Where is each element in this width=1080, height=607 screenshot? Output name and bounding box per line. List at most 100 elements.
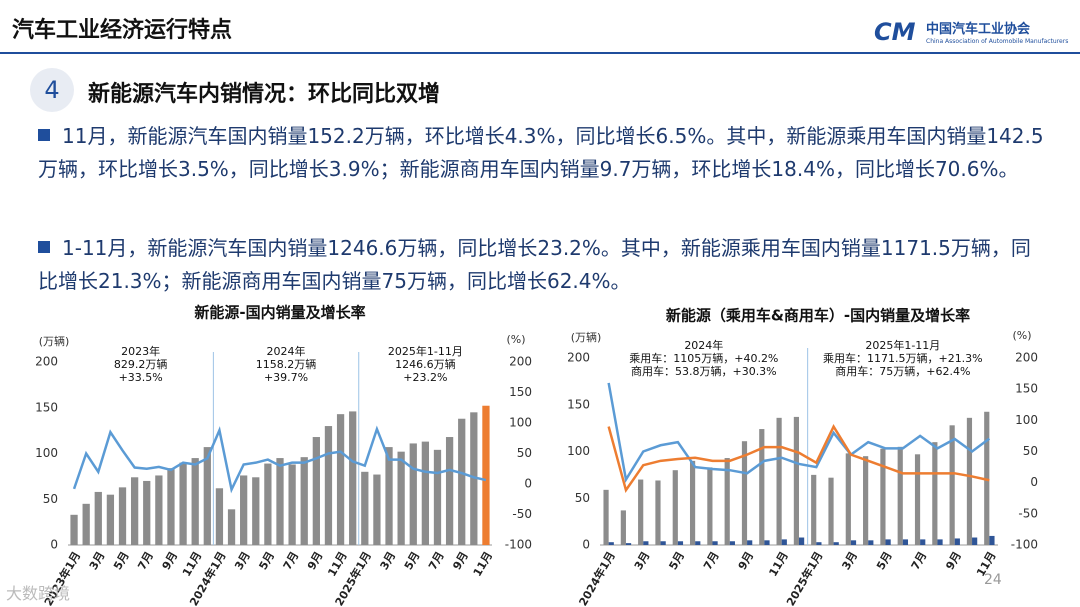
y-tick-label: 50: [43, 492, 58, 506]
y-axis-label: (万辆): [39, 334, 70, 348]
y2-axis-label: (%): [506, 333, 525, 346]
x-tick-label: 7月: [426, 550, 447, 573]
x-tick-label: 11月: [471, 550, 495, 579]
y2-tick-label: 150: [1015, 382, 1038, 396]
bar: [729, 541, 735, 545]
bar: [264, 463, 272, 545]
line-series: [607, 382, 991, 483]
y-tick-label: 150: [567, 397, 590, 411]
x-tick-label: 9月: [450, 550, 471, 573]
bar: [373, 474, 381, 545]
bar: [349, 411, 357, 545]
y2-tick-label: -100: [505, 538, 532, 552]
line-series: [72, 425, 487, 494]
bar: [82, 503, 90, 545]
bar: [324, 426, 333, 545]
x-tick-label: 3月: [840, 550, 861, 573]
x-tick-label: 11月: [180, 550, 204, 579]
bar: [672, 470, 678, 545]
x-tick-label: 9月: [160, 550, 181, 573]
y2-tick-label: -50: [512, 507, 532, 521]
annotation: 乘用车：1105万辆，+40.2%: [629, 351, 778, 365]
y-tick-label: 100: [567, 444, 590, 458]
x-tick-label: 9月: [736, 550, 757, 573]
logo-mark: CM: [874, 18, 916, 46]
x-tick-label: 3月: [378, 550, 399, 573]
y2-tick-label: 150: [509, 385, 532, 399]
bar: [608, 542, 614, 545]
x-tick-label: 9月: [943, 550, 964, 573]
y-tick-label: 150: [35, 400, 58, 414]
bar: [155, 475, 163, 545]
bullet-text: 1-11月，新能源汽车国内销量1246.6万辆，同比增长23.2%。其中，新能源…: [38, 236, 1031, 293]
annotation: +33.5%: [119, 371, 163, 384]
bar: [215, 488, 224, 545]
annotation: 2025年1-11月: [865, 338, 940, 352]
annotation: 商用车：53.8万辆，+30.3%: [631, 364, 777, 378]
bar: [920, 539, 926, 545]
section-number: 4: [30, 68, 74, 112]
bar: [361, 471, 369, 545]
bar: [625, 543, 632, 545]
bullet: 1-11月，新能源汽车国内销量1246.6万辆，同比增长23.2%。其中，新能源…: [38, 232, 1048, 298]
bar: [191, 458, 199, 545]
bar: [130, 477, 139, 545]
annotation: +39.7%: [264, 371, 308, 384]
bar: [482, 405, 490, 545]
x-tick-label: 11月: [325, 550, 349, 579]
bar: [470, 412, 478, 545]
bar: [759, 429, 765, 545]
bar: [70, 514, 78, 545]
y2-tick-label: 200: [1015, 351, 1038, 365]
x-tick-label: 7月: [135, 550, 156, 573]
x-tick-label: 7月: [909, 550, 930, 573]
bar: [689, 460, 696, 545]
watermark: 大数跨境: [6, 584, 71, 603]
x-tick-label: 2024年1月: [576, 549, 618, 607]
bar: [793, 416, 799, 545]
bar: [94, 491, 102, 545]
bar: [445, 437, 454, 545]
annotation: 1158.2万辆: [256, 357, 317, 371]
header-rule: [0, 52, 1080, 54]
bar: [914, 454, 921, 545]
bar: [984, 411, 990, 545]
y-tick-label: 50: [575, 491, 590, 505]
bar: [949, 425, 955, 545]
y2-tick-label: 0: [524, 477, 532, 491]
bar: [143, 480, 151, 545]
bar: [118, 487, 127, 545]
x-tick-label: 5月: [111, 550, 132, 573]
bar: [937, 539, 943, 545]
bar: [312, 437, 320, 545]
bar: [433, 449, 442, 545]
bar: [966, 417, 973, 545]
annotation: 2024年: [684, 338, 723, 352]
y2-axis-label: (%): [1012, 329, 1031, 342]
bar: [240, 475, 248, 545]
bar: [660, 541, 666, 545]
y2-tick-label: 50: [517, 446, 532, 460]
bar: [799, 537, 805, 545]
y-tick-label: 0: [50, 538, 58, 552]
bar: [902, 539, 909, 545]
bar: [781, 539, 787, 545]
bar: [863, 456, 869, 545]
annotation: 2025年1-11月: [388, 344, 463, 358]
y-tick-label: 200: [567, 351, 590, 365]
bar: [603, 489, 609, 545]
bar: [741, 441, 748, 545]
bar: [833, 542, 839, 545]
bar: [638, 479, 644, 545]
bar: [385, 447, 393, 545]
bar: [989, 535, 995, 545]
bar: [811, 474, 817, 545]
bar: [300, 457, 308, 545]
bar: [397, 451, 405, 545]
bar: [972, 537, 978, 545]
bar: [288, 464, 296, 545]
bar: [643, 541, 649, 545]
x-tick-label: 5月: [874, 550, 895, 573]
bar: [897, 446, 903, 545]
